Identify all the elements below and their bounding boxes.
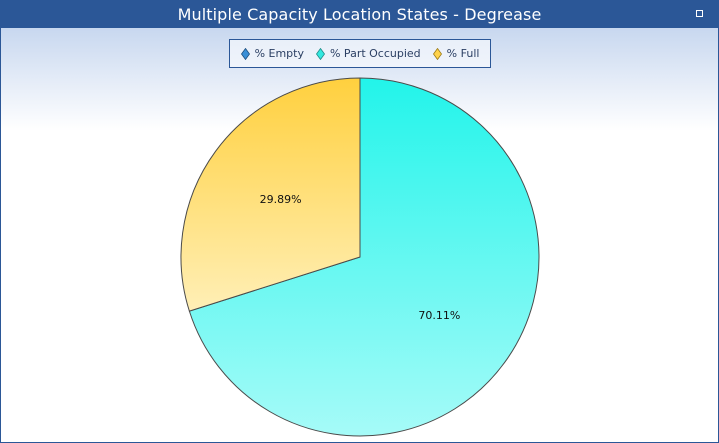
legend-item-empty[interactable]: % Empty bbox=[240, 47, 304, 60]
legend-swatch-part-occupied bbox=[315, 47, 325, 60]
pie-label-full: 29.89% bbox=[260, 193, 302, 206]
legend-swatch-full bbox=[432, 47, 442, 60]
legend-item-part-occupied[interactable]: % Part Occupied bbox=[315, 47, 421, 60]
pie-slice-full[interactable] bbox=[180, 77, 361, 312]
window-title: Multiple Capacity Location States - Degr… bbox=[177, 5, 542, 24]
title-bar: Multiple Capacity Location States - Degr… bbox=[1, 1, 718, 28]
legend-swatch-empty bbox=[240, 47, 250, 60]
chart-legend: % Empty % Part Occupied % Full bbox=[229, 39, 491, 68]
pie-slice-part-occupied[interactable] bbox=[188, 77, 540, 437]
maximize-icon[interactable] bbox=[696, 10, 703, 17]
legend-label-empty: % Empty bbox=[254, 47, 304, 60]
legend-label-full: % Full bbox=[446, 47, 480, 60]
legend-label-part-occupied: % Part Occupied bbox=[329, 47, 421, 60]
pie-label-part-occupied: 70.11% bbox=[418, 309, 460, 322]
legend-item-full[interactable]: % Full bbox=[432, 47, 480, 60]
